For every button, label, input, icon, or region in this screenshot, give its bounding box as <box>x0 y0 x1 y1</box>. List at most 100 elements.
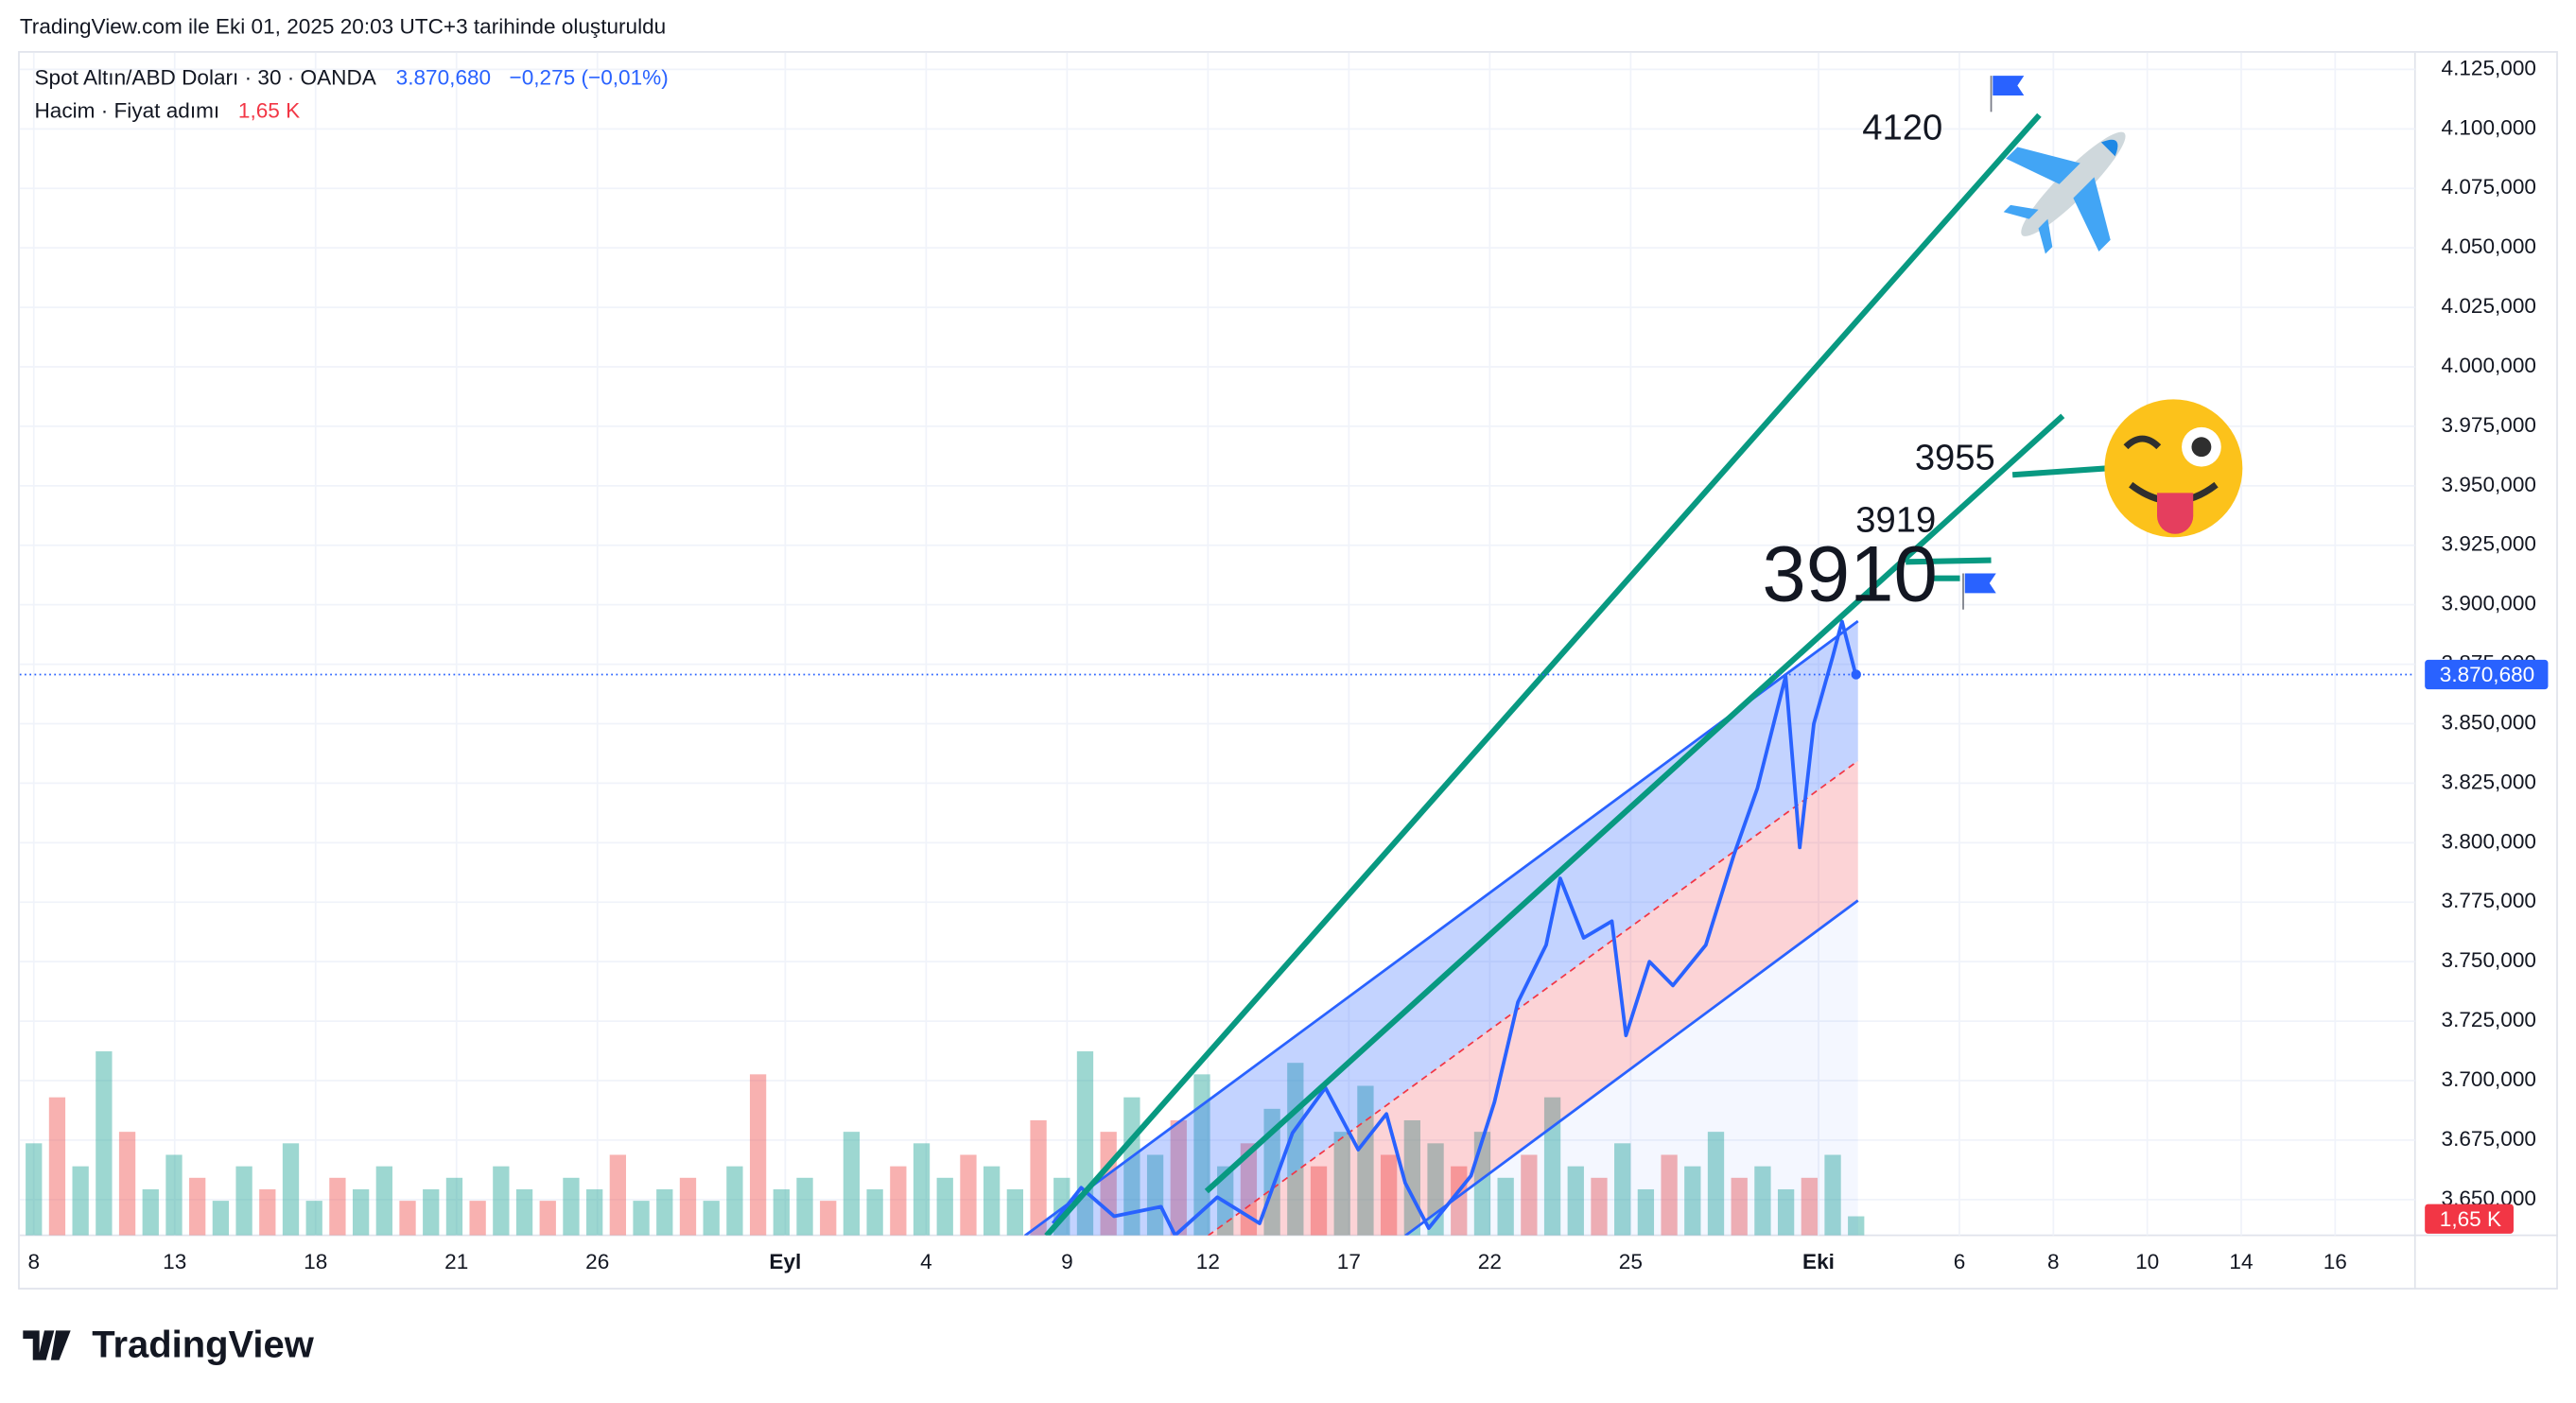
volume-bar <box>1146 1154 1164 1236</box>
volume-bar <box>843 1132 861 1236</box>
y-tick-label: 3.850,000 <box>2442 710 2536 734</box>
volume-bar <box>235 1166 252 1236</box>
y-tick-label: 3.975,000 <box>2442 413 2536 437</box>
volume-bar <box>749 1074 767 1236</box>
trend-line <box>1044 113 2042 1236</box>
volume-bar <box>960 1154 977 1236</box>
x-tick-label: 21 <box>444 1250 468 1273</box>
legend-change: −0,275 (−0,01%) <box>510 66 669 90</box>
volume-bar <box>936 1177 953 1236</box>
y-tick-label: 4.125,000 <box>2442 56 2536 79</box>
annotation: 4120 <box>1862 108 1942 148</box>
last-price-label: 3.870,680 <box>2440 663 2534 686</box>
volume-bar <box>609 1154 627 1236</box>
logo <box>23 1330 71 1360</box>
volume-bar <box>586 1188 603 1236</box>
volume-bar <box>983 1166 1001 1236</box>
annotation: 3919 <box>1855 500 1936 541</box>
volume-bar <box>118 1132 136 1236</box>
price-line <box>1051 619 1858 1236</box>
y-tick-label: 3.800,000 <box>2442 829 2536 853</box>
x-tick-label: 12 <box>1196 1250 1220 1273</box>
volume-bar <box>913 1143 931 1236</box>
x-tick-label: 13 <box>163 1250 186 1273</box>
volume-bar <box>1591 1177 1608 1236</box>
annotation: 3955 <box>1915 438 1995 478</box>
volume-bar <box>1661 1154 1678 1236</box>
x-tick-label: 18 <box>304 1250 327 1273</box>
volume-bar <box>212 1201 230 1236</box>
last-price-box <box>2425 659 2549 690</box>
volume-bar <box>726 1166 743 1236</box>
volume-bar <box>1380 1154 1398 1236</box>
volume-bar <box>445 1177 463 1236</box>
volume-bar <box>1030 1119 1047 1236</box>
volume-bar <box>1684 1166 1701 1236</box>
trend-line <box>1204 413 2065 1194</box>
volume-bar <box>1731 1177 1748 1236</box>
volume-bar <box>1614 1143 1631 1236</box>
volume-bar <box>1193 1074 1210 1236</box>
frame <box>18 51 2558 1290</box>
volume-bar <box>423 1188 440 1236</box>
x-tick-label: 14 <box>2229 1250 2253 1273</box>
volume-bar <box>259 1188 276 1236</box>
volume-bar <box>1848 1216 1865 1236</box>
volume-bar <box>142 1188 159 1236</box>
volume-bar <box>796 1177 813 1236</box>
volume-bar <box>48 1097 66 1236</box>
x-tick-label: 25 <box>1619 1250 1643 1273</box>
x-tick-label: 4 <box>920 1250 932 1273</box>
volume-bar <box>1707 1132 1725 1236</box>
y-tick-label: 4.050,000 <box>2442 234 2536 258</box>
x-tick-label: 8 <box>27 1250 40 1273</box>
annotation: 3910 <box>1762 529 1937 617</box>
legend-volume-value: 1,65 K <box>238 98 300 122</box>
logo-text: TradingView <box>92 1324 314 1365</box>
volume-label: 1,65 K <box>2440 1207 2501 1231</box>
volume-bar <box>1754 1166 1771 1236</box>
x-tick-label: 17 <box>1337 1250 1361 1273</box>
y-tick-label: 4.000,000 <box>2442 354 2536 377</box>
credit: TradingView.com ile Eki 01, 2025 20:03 U… <box>20 15 666 39</box>
y-tick-label: 3.750,000 <box>2442 948 2536 972</box>
legend-volume: Hacim · Fiyat adımı <box>34 98 219 122</box>
wink-face-icon <box>2104 399 2243 538</box>
volume-bar <box>515 1188 533 1236</box>
channel-lower <box>1404 899 1859 1236</box>
volume-bar <box>1333 1132 1350 1236</box>
volume-bar <box>189 1177 206 1236</box>
volume-bar <box>563 1177 580 1236</box>
volume-bar <box>773 1188 790 1236</box>
y-tick-label: 3.700,000 <box>2442 1067 2536 1091</box>
volume-bar <box>1170 1119 1187 1236</box>
volume-bar <box>1637 1188 1655 1236</box>
y-tick-label: 3.675,000 <box>2442 1127 2536 1151</box>
level-line <box>1906 557 1992 565</box>
level-line <box>2011 465 2109 478</box>
x-tick-label: Eki <box>1802 1250 1835 1273</box>
channel-middle <box>1207 760 1859 1236</box>
volume-bar <box>165 1154 183 1236</box>
volume-bar <box>703 1201 720 1236</box>
volume-bar <box>866 1188 883 1236</box>
volume-bar <box>1497 1177 1514 1236</box>
flag <box>1990 76 2025 113</box>
y-tick-label: 3.825,000 <box>2442 770 2536 793</box>
volume-bar <box>1310 1166 1328 1236</box>
y-tick-label: 3.900,000 <box>2442 592 2536 615</box>
volume-bar <box>1824 1154 1841 1236</box>
price-dot <box>1851 669 1861 680</box>
volume-bar <box>282 1143 300 1236</box>
volume-bar <box>399 1201 416 1236</box>
x-tick-label: 9 <box>1061 1250 1073 1273</box>
y-tick-label: 3.725,000 <box>2442 1008 2536 1031</box>
y-tick-label: 4.025,000 <box>2442 294 2536 318</box>
volume-bar <box>1521 1154 1538 1236</box>
volume-bar <box>539 1201 556 1236</box>
volume-bar <box>72 1166 89 1236</box>
volume-bar <box>1777 1188 1795 1236</box>
volume-bar <box>329 1177 346 1236</box>
y-tick-label: 4.100,000 <box>2442 115 2536 139</box>
plane-icon <box>2003 131 2126 254</box>
